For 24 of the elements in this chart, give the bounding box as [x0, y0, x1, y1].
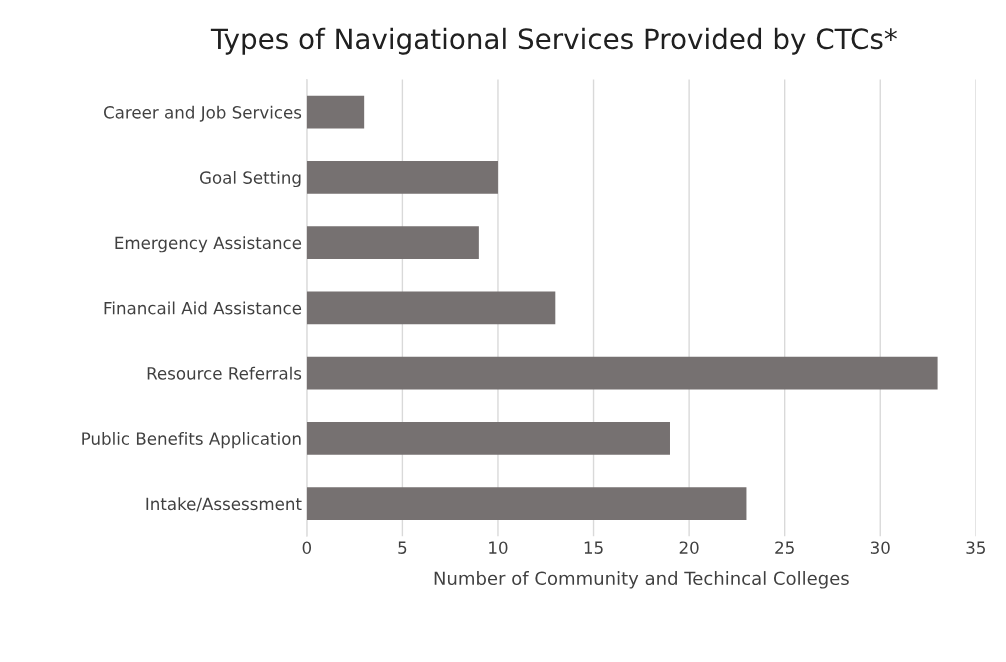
x-tick-label: 30 — [870, 541, 890, 554]
x-tick-label: 35 — [966, 541, 985, 554]
y-tick-label: Resource Referrals — [147, 366, 302, 380]
bar — [306, 487, 747, 520]
bar — [306, 356, 938, 390]
y-tick-label: Public Benefits Application — [82, 432, 301, 449]
y-tick-label: Career and Job Services — [103, 105, 302, 122]
y-tick-label: Emergency Assistance — [115, 236, 302, 253]
bar — [306, 226, 479, 259]
x-tick-label: 0 — [302, 541, 312, 554]
y-tick-label: Financail Aid Assistance — [104, 301, 302, 315]
x-axis-title: Number of Community and Techincal Colleges — [434, 571, 849, 589]
bar — [306, 291, 556, 325]
x-tick-label: 20 — [679, 541, 699, 554]
x-tick-label: 5 — [398, 541, 407, 554]
bar — [306, 161, 498, 194]
y-tick-label: Intake/Assessment — [146, 497, 302, 512]
chart-title: Types of Navigational Services Provided by CTCs* — [210, 27, 897, 55]
bar — [306, 95, 365, 129]
bar — [306, 422, 670, 455]
x-tick-label: 10 — [489, 541, 508, 554]
x-tick-label: 25 — [775, 541, 794, 554]
x-tick-label: 15 — [584, 541, 603, 554]
y-tick-label: Goal Setting — [199, 170, 301, 188]
